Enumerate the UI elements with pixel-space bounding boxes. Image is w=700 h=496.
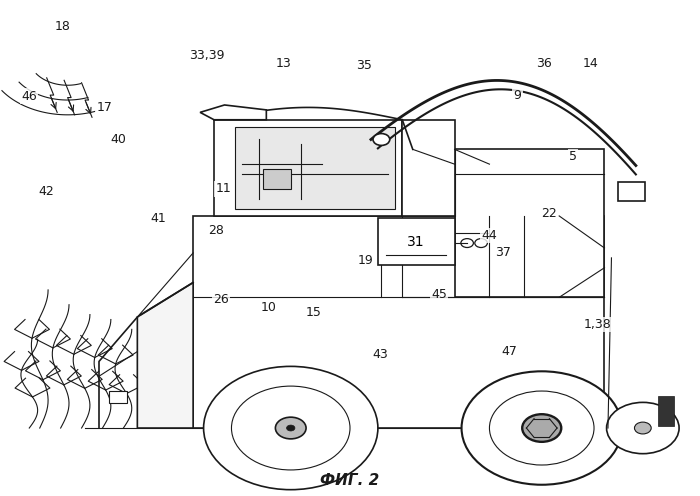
Circle shape bbox=[634, 422, 651, 434]
Text: 47: 47 bbox=[501, 345, 517, 358]
Polygon shape bbox=[214, 120, 402, 216]
Text: 5: 5 bbox=[569, 150, 577, 163]
Text: 31: 31 bbox=[407, 235, 425, 248]
Text: 13: 13 bbox=[276, 57, 292, 69]
Circle shape bbox=[204, 367, 378, 490]
Text: 14: 14 bbox=[582, 57, 598, 69]
Text: 26: 26 bbox=[213, 293, 229, 307]
Circle shape bbox=[461, 372, 622, 485]
Text: 40: 40 bbox=[111, 133, 127, 146]
Text: 11: 11 bbox=[215, 183, 231, 195]
Text: 37: 37 bbox=[496, 247, 511, 259]
Text: 36: 36 bbox=[536, 57, 552, 69]
Text: 10: 10 bbox=[260, 301, 276, 313]
Polygon shape bbox=[137, 283, 193, 428]
Polygon shape bbox=[454, 149, 605, 297]
Circle shape bbox=[607, 402, 679, 454]
Text: 33,39: 33,39 bbox=[189, 49, 225, 62]
Polygon shape bbox=[402, 120, 454, 216]
Text: 46: 46 bbox=[22, 90, 37, 103]
Text: 35: 35 bbox=[356, 59, 372, 72]
Polygon shape bbox=[235, 127, 396, 208]
Circle shape bbox=[373, 133, 390, 145]
Polygon shape bbox=[109, 391, 127, 403]
Text: 41: 41 bbox=[150, 212, 166, 225]
Text: 18: 18 bbox=[55, 19, 71, 33]
Bar bbox=[658, 396, 673, 426]
Text: 42: 42 bbox=[38, 185, 55, 198]
Circle shape bbox=[522, 414, 561, 442]
Text: 45: 45 bbox=[431, 288, 447, 302]
Text: 17: 17 bbox=[97, 101, 113, 114]
FancyBboxPatch shape bbox=[378, 218, 454, 265]
Text: 19: 19 bbox=[358, 254, 374, 267]
Text: 15: 15 bbox=[306, 306, 322, 318]
Bar bbox=[618, 183, 645, 201]
Text: 22: 22 bbox=[541, 207, 556, 220]
Text: ФИГ. 2: ФИГ. 2 bbox=[321, 473, 379, 488]
Polygon shape bbox=[193, 216, 605, 428]
Polygon shape bbox=[262, 169, 290, 189]
Text: 9: 9 bbox=[513, 89, 522, 102]
Circle shape bbox=[286, 425, 295, 431]
Text: 1,38: 1,38 bbox=[584, 318, 611, 331]
Text: 28: 28 bbox=[208, 224, 224, 237]
Text: 43: 43 bbox=[372, 348, 388, 361]
Polygon shape bbox=[200, 105, 266, 120]
Text: 44: 44 bbox=[482, 229, 497, 242]
Circle shape bbox=[275, 417, 306, 439]
